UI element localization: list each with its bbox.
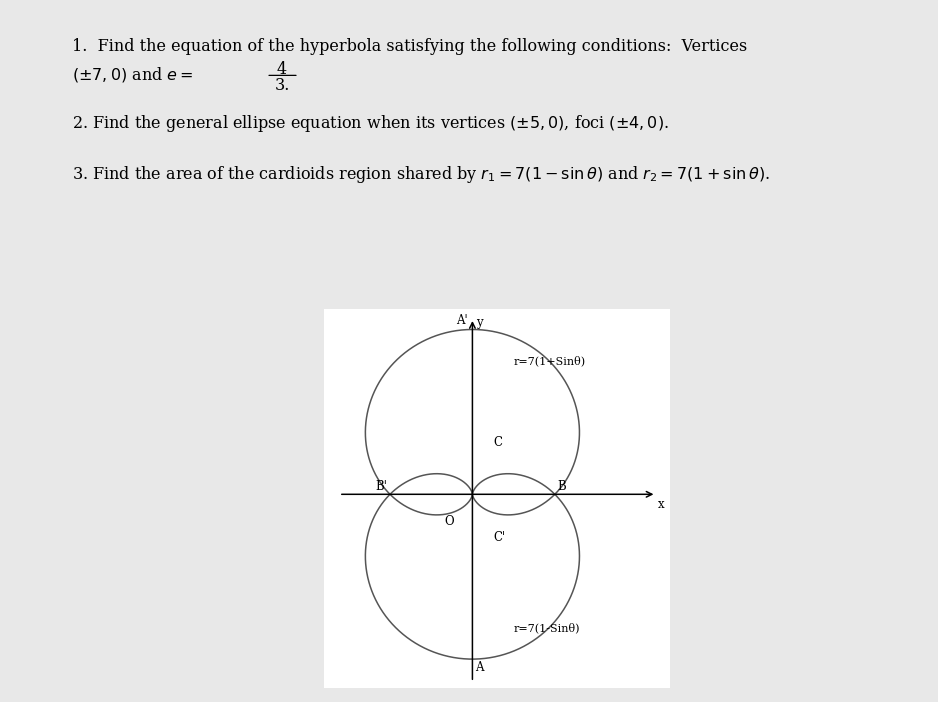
Text: 1.  Find the equation of the hyperbola satisfying the following conditions:  Ver: 1. Find the equation of the hyperbola sa… xyxy=(72,38,748,55)
Text: $(\pm7,0)$ and $e =$: $(\pm7,0)$ and $e =$ xyxy=(72,65,193,84)
Text: B': B' xyxy=(376,479,387,493)
Text: C': C' xyxy=(493,531,506,544)
Text: y: y xyxy=(476,317,482,329)
Text: r=7(1-Sinθ): r=7(1-Sinθ) xyxy=(514,622,580,633)
Text: A': A' xyxy=(456,314,468,327)
Text: 3. Find the area of the cardioids region shared by $r_1 = 7(1-\sin\theta)$ and $: 3. Find the area of the cardioids region… xyxy=(72,164,770,185)
Text: O: O xyxy=(445,515,454,528)
Text: A: A xyxy=(475,661,483,675)
Text: 3.: 3. xyxy=(275,77,290,93)
Text: 4: 4 xyxy=(277,61,287,78)
Text: r=7(1+Sinθ): r=7(1+Sinθ) xyxy=(514,356,585,366)
Text: 2. Find the general ellipse equation when its vertices $(\pm5, 0)$, foci $(\pm4,: 2. Find the general ellipse equation whe… xyxy=(72,113,669,134)
Text: B: B xyxy=(557,479,566,493)
Text: C: C xyxy=(493,436,502,449)
Text: x: x xyxy=(658,498,665,511)
